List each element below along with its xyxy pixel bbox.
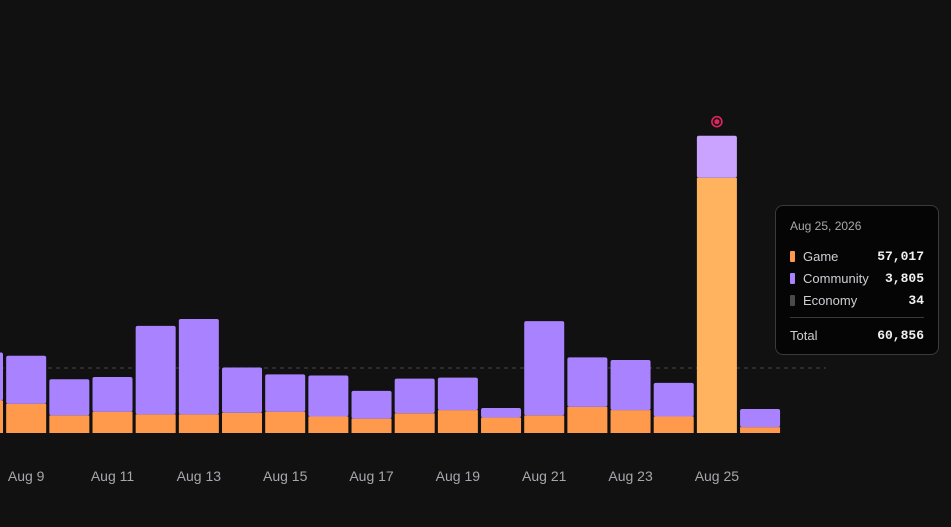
tooltip-label: Community [803,270,869,286]
bar-segment-game [308,416,349,433]
x-tick-label: Aug 11 [91,468,135,484]
bar-segment-game [524,415,565,433]
bar-segment-community [6,355,47,404]
x-tick-label: Aug 15 [263,468,308,484]
bar-segment-community [351,390,392,419]
bar-segment-game [92,411,133,433]
tooltip-value: 3,805 [884,270,924,286]
bar-segment-community [740,409,781,428]
bar-segment-game [0,400,3,433]
game-swatch-icon [790,250,795,262]
bar-segment-community [524,321,565,416]
tooltip-row-total: Total 60,856 [790,324,924,346]
tooltip-total-value: 60,856 [877,327,924,343]
bar-segment-game [653,416,694,433]
x-tick-label: Aug 23 [608,468,653,484]
tooltip-total-label: Total [790,327,818,343]
bar-segment-game [351,418,392,433]
bar-segment-community [394,378,435,414]
bar-segment-game [178,414,219,433]
bar-segment-community [0,352,3,401]
highlight-marker-ring [711,115,723,128]
tooltip-label: Game [803,248,839,264]
bar-segment-game [567,406,608,433]
bar-segment-community [135,325,176,415]
bar-segment-community [265,374,306,412]
x-tick-label: Aug 21 [522,468,567,484]
x-tick-label: Aug 9 [8,468,45,484]
highlight-marker-dot [714,119,720,125]
bar-segment-community [653,382,694,417]
tooltip-value: 57,017 [877,248,924,264]
tooltip-value: 34 [908,292,924,308]
bar-segment-community [481,407,522,418]
bar-segment-game [222,412,263,433]
tooltip-row-community: Community 3,805 [790,267,924,289]
economy-swatch-icon [790,294,795,306]
x-tick-label: Aug 19 [436,468,481,484]
bar-segment-community [222,367,263,413]
tooltip-row-game: Game 57,017 [790,245,924,267]
bar-segment-community [437,377,478,411]
x-tick-label: Aug 13 [177,468,222,484]
bar-segment-community [178,318,219,415]
bar-segment-game [740,427,781,433]
tooltip-label: Economy [803,292,858,308]
bar-segment-game [135,414,176,433]
bar-segment-game [265,411,306,433]
bar-segment-game [696,177,737,433]
bar-segment-game [481,417,522,433]
bar-segment-community [308,375,349,417]
bar-segment-community [92,377,133,412]
chart-tooltip: Aug 25, 2026 Game 57,017 Community 3,805… [775,205,939,355]
bar-segment-game [437,410,478,433]
bar-segment-community [696,135,737,178]
tooltip-divider [790,317,924,318]
bar-segment-game [6,403,47,433]
x-tick-label: Aug 17 [349,468,394,484]
bar-segment-community [610,360,651,411]
x-tick-label: Aug 25 [695,468,740,484]
bar-segment-game [49,415,90,433]
bar-segment-game [394,413,435,433]
bar-segment-community [567,357,608,407]
bar-segment-community [49,379,90,416]
tooltip-date: Aug 25, 2026 [790,219,862,233]
bar-segment-game [610,410,651,433]
community-swatch-icon [790,272,795,284]
tooltip-row-economy: Economy 34 [790,289,924,311]
